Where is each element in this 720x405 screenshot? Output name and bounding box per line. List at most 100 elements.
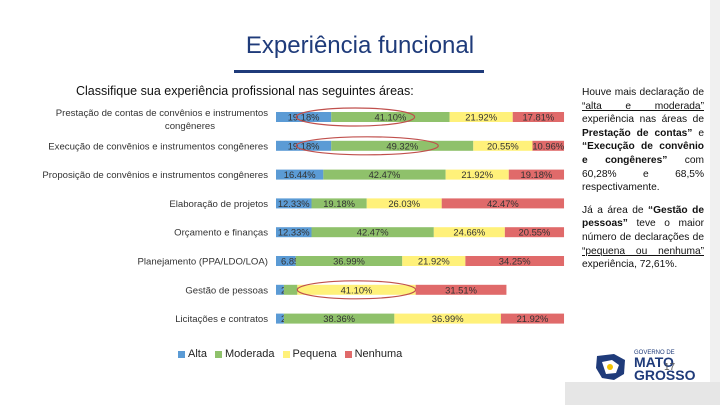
logo-line-1: MATO [634,354,674,370]
bar-segment [441,198,565,209]
data-label: 26.03% [388,198,420,209]
stacked-bar-chart: Prestação de contas de convênios e instr… [42,107,565,325]
category-label: Execução de convênios e instrumentos con… [48,141,268,152]
legend-label-nenhuma: Nenhuma [354,348,403,360]
bar-segment [276,256,296,266]
data-label: 41.10% [375,112,407,123]
data-label: 19.18% [323,198,355,209]
category-label: Licitações e contratos [175,314,268,325]
note-text: Já a área de [582,204,649,216]
data-label: 38.36% [323,313,355,324]
bar-segment [276,284,284,295]
data-label: 41.10% [341,284,373,295]
data-label: 21.92% [517,313,549,324]
data-label: 21.92% [418,256,450,267]
data-label: 24.66% [453,227,485,238]
data-label: 42.47% [487,198,519,209]
legend-item-moderada: Moderada [214,348,275,360]
bar-segment [276,198,312,209]
bar-segment [449,112,513,122]
footer-bar [565,382,720,405]
data-label: 19.18% [521,169,553,180]
bar-segment [532,140,565,151]
bar-segment [323,169,446,180]
page-title: Experiência funcional [245,32,475,59]
data-label: 36.99% [432,313,464,324]
bar-segment [433,227,505,238]
bar-segment [283,284,298,295]
summary-paragraph-2: Já a área de “Gestão de pessoas” teve o … [582,204,704,272]
legend-item-nenhuma: Nenhuma [344,348,403,360]
data-label: 12.33% [278,227,310,238]
data-label: 49.32% [386,140,418,151]
chart-legend: Alta Moderada Pequena Nenhuma [178,348,402,360]
bar-segment [465,256,565,266]
data-label: 31.51% [445,284,477,295]
data-label: 12.33% [278,198,310,209]
bar-segment [297,284,416,295]
data-label: 10.96% [532,140,564,151]
category-label: Prestação de contas de convênios e instr… [56,108,268,119]
title-underline [234,70,484,73]
category-label: Orçamento e finanças [174,228,268,239]
side-strip [710,0,720,405]
page-number: 17 [664,362,676,373]
legend-swatch-pequena [282,350,290,358]
category-label: Proposição de convênios e instrumentos c… [42,170,268,181]
note-text: experiência nas áreas de [582,114,704,126]
note-bold: “Execução de convênio e congêneres” [582,141,704,166]
note-text: teve o maior número de declarações de [582,218,704,243]
logo-line-2: GROSSO [634,367,696,383]
bar-segment [394,313,501,324]
summary-paragraph-1: Houve mais declaração de “alta e moderad… [582,86,704,195]
bar-segment [276,227,312,238]
bar-segment [276,169,324,180]
data-label: 42.47% [357,227,389,238]
category-label: Elaboração de projetos [169,199,268,210]
bar-segment [295,256,403,266]
legend-label-moderada: Moderada [224,348,275,360]
legend-label-pequena: Pequena [292,348,337,360]
legend-item-alta: Alta [178,348,207,360]
data-label: 21.92% [465,112,497,123]
highlight-ellipse [295,136,439,156]
bar-segment [508,169,565,180]
bar-segment [276,112,332,122]
data-label: 20.55% [519,227,551,238]
bar-segment [512,112,565,122]
data-label: 6.85% [281,256,308,267]
logo-wordmark: MATO GROSSO [634,354,696,383]
data-label: 21.92% [461,169,493,180]
note-text: com 60,28% e 68,5% respectivamente. [582,154,705,194]
data-label: 16.44% [284,169,316,180]
logo-caption: GOVERNO DE [634,350,675,356]
bar-segment [331,112,450,122]
bar-segment [504,227,565,238]
note-text: Houve mais declaração de [582,87,704,98]
data-label: 19.18% [288,112,320,123]
data-label: 34.25% [499,256,531,267]
category-label: congêneres [165,121,215,132]
data-label: 20.55% [487,140,519,151]
legend-item-pequena: Pequena [282,348,337,360]
legend-swatch-alta [178,350,185,358]
chart-title: Classifique sua experiência profissional… [76,84,414,98]
note-underlined: “pequena ou nenhuma” [582,245,704,257]
bar-segment [311,227,434,238]
summary-note: Houve mais declaração de “alta e moderad… [582,86,704,281]
bar-segment [276,140,332,151]
note-text: e [692,127,705,139]
map-icon [596,354,625,380]
bar-segment [331,140,474,151]
bar-segment [276,313,284,324]
legend-label-alta: Alta [188,348,207,360]
government-logo: GOVERNO DE MATO GROSSO [594,348,704,386]
note-bold: Prestação de contas” [582,127,693,139]
legend-swatch-nenhuma [344,350,352,358]
bar-segment [283,313,395,324]
bar-segment [445,169,509,180]
bar-segment [500,313,565,324]
legend-swatch-moderada [214,350,222,358]
data-label: 42.47% [369,169,401,180]
data-label: 17.81% [522,112,554,123]
